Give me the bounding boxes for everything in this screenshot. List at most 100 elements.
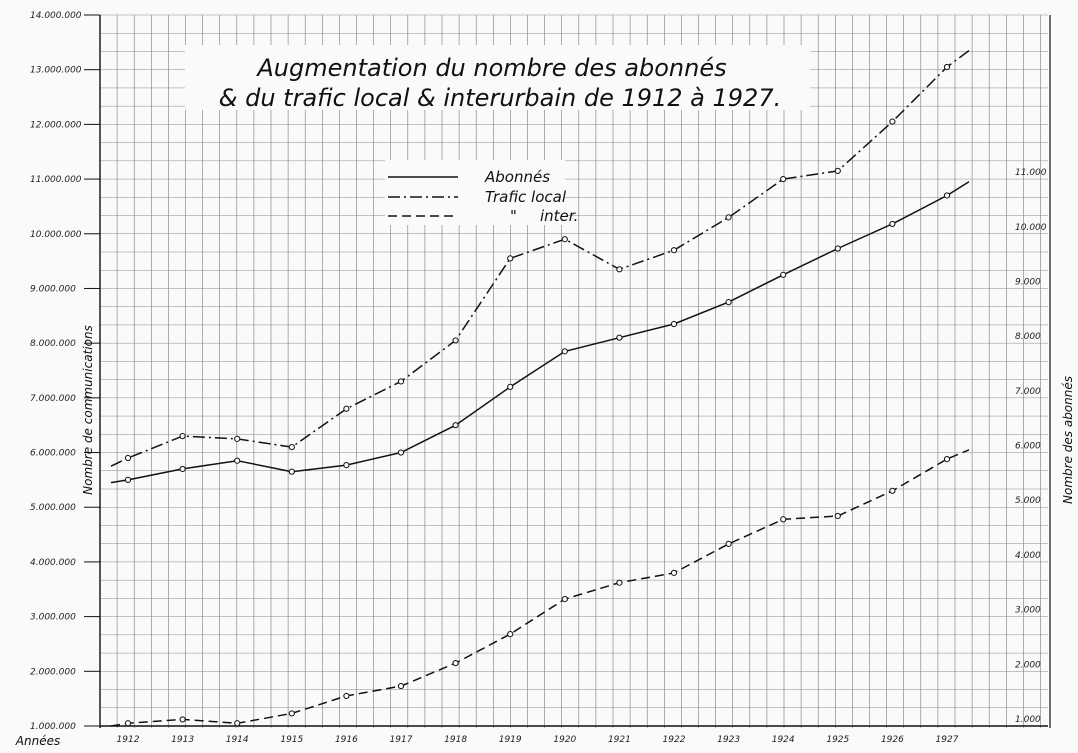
data-point — [889, 487, 896, 494]
x-tick-label: 1922 — [663, 735, 686, 745]
data-point — [452, 660, 459, 667]
data-point — [452, 337, 459, 344]
data-point — [834, 512, 841, 520]
data-point — [616, 579, 623, 586]
x-axis-title: Années — [15, 734, 60, 748]
data-point — [670, 247, 678, 254]
x-tick-label: 1917 — [390, 735, 413, 745]
right-tick-label: 2.000 — [1015, 660, 1041, 670]
left-tick-label: 14.000.000 — [30, 11, 82, 21]
data-point — [725, 299, 732, 306]
x-tick-label: 1914 — [226, 735, 249, 745]
x-tick-label: 1925 — [826, 735, 849, 745]
data-point — [561, 348, 568, 355]
left-tick-label: 4.000.000 — [30, 558, 76, 568]
legend-label-trafic-local: Trafic local — [485, 188, 567, 206]
data-point — [780, 271, 787, 278]
right-tick-label: 3.000 — [1015, 606, 1041, 616]
data-point — [943, 456, 951, 463]
right-tick-label: 8.000 — [1015, 332, 1041, 342]
data-point — [725, 214, 732, 221]
data-point — [889, 118, 896, 125]
legend-background — [385, 160, 565, 225]
data-point — [179, 465, 186, 473]
left-tick-label: 10.000.000 — [30, 230, 82, 240]
data-point — [124, 454, 132, 462]
x-tick-label: 1920 — [553, 735, 576, 745]
data-point — [288, 710, 295, 717]
data-point — [834, 167, 841, 174]
y-axis-title-left: Nombre de communications — [81, 325, 95, 495]
x-tick-label: 1915 — [280, 735, 303, 745]
left-tick-label: 8.000.000 — [30, 339, 76, 349]
left-tick-label: 3.000.000 — [30, 613, 76, 623]
right-tick-label: 10.000 — [1015, 223, 1047, 233]
data-point — [234, 720, 241, 727]
right-tick-label: 11.000 — [1015, 168, 1047, 178]
data-point — [507, 383, 514, 391]
x-tick-label: 1924 — [772, 735, 795, 745]
data-point — [397, 449, 405, 456]
chart-title-line1: Augmentation du nombre des abonnés — [255, 54, 726, 82]
data-point — [670, 569, 678, 576]
x-tick-label: 1913 — [171, 735, 194, 745]
left-tick-label: 13.000.000 — [30, 66, 82, 76]
data-point — [780, 175, 787, 183]
legend-label-inter: inter. — [540, 207, 578, 225]
data-point — [670, 320, 678, 328]
legend-ditto-mark: " — [510, 207, 517, 225]
data-point — [343, 462, 350, 469]
x-tick-label: 1923 — [717, 735, 740, 745]
right-tick-label: 1.000 — [1015, 715, 1041, 725]
data-point — [343, 405, 350, 412]
right-tick-labels: 1.000 2.000 3.000 4.000 5.000 6.000 7.000 8.000… — [1015, 168, 1047, 725]
data-point — [124, 476, 132, 483]
left-tick-label: 12.000.000 — [30, 120, 82, 130]
left-tick-label: 5.000.000 — [30, 503, 76, 513]
data-point — [725, 540, 732, 547]
data-point — [616, 334, 623, 341]
data-point — [780, 516, 787, 523]
right-tick-label: 6.000 — [1015, 442, 1041, 452]
data-point — [288, 468, 295, 475]
data-point — [561, 596, 568, 603]
data-point — [507, 631, 514, 638]
data-point — [179, 716, 186, 723]
data-point — [616, 266, 623, 273]
left-tick-label: 1.000.000 — [30, 722, 76, 732]
chart-title-line2: & du trafic local & interurbain de 1912 … — [219, 84, 781, 112]
data-point — [343, 692, 350, 700]
x-tick-label: 1918 — [444, 735, 467, 745]
data-point — [561, 236, 568, 243]
left-tick-label: 7.000.000 — [30, 394, 76, 404]
axes — [99, 15, 1051, 728]
data-point — [234, 435, 241, 442]
data-point — [179, 433, 186, 440]
data-point — [452, 422, 459, 429]
series-line-abonn-s — [110, 181, 970, 484]
series-layer — [110, 49, 970, 727]
grid — [99, 14, 1048, 728]
x-tick-label: 1926 — [881, 735, 904, 745]
x-tick-labels: 1912 1913 1914 1915 1916 1917 1918 1919 1920 1921… — [117, 735, 959, 745]
x-tick-label: 1919 — [499, 735, 522, 745]
legend-label-abonnes: Abonnés — [484, 168, 550, 186]
x-tick-label: 1912 — [117, 735, 140, 745]
series-line-trafic-local — [110, 49, 970, 467]
series-line-inter — [110, 449, 970, 727]
left-tick-labels: 1.000.000 2.000.000 3.000.000 4.000.000 5.00… — [30, 11, 100, 732]
x-tick-label: 1927 — [936, 735, 959, 745]
right-tick-label: 9.000 — [1015, 277, 1041, 287]
left-tick-label: 11.000.000 — [30, 175, 82, 185]
x-tick-label: 1921 — [608, 735, 631, 745]
left-tick-label: 9.000.000 — [30, 284, 76, 294]
legend: Abonnés Trafic local " inter. — [385, 160, 578, 225]
data-point — [834, 245, 841, 252]
right-tick-label: 5.000 — [1015, 496, 1041, 506]
x-tick-label: 1916 — [335, 735, 358, 745]
y-axis-title-right: Nombre des abonnés — [1061, 376, 1075, 504]
title-background — [185, 45, 810, 110]
data-point — [943, 63, 951, 71]
